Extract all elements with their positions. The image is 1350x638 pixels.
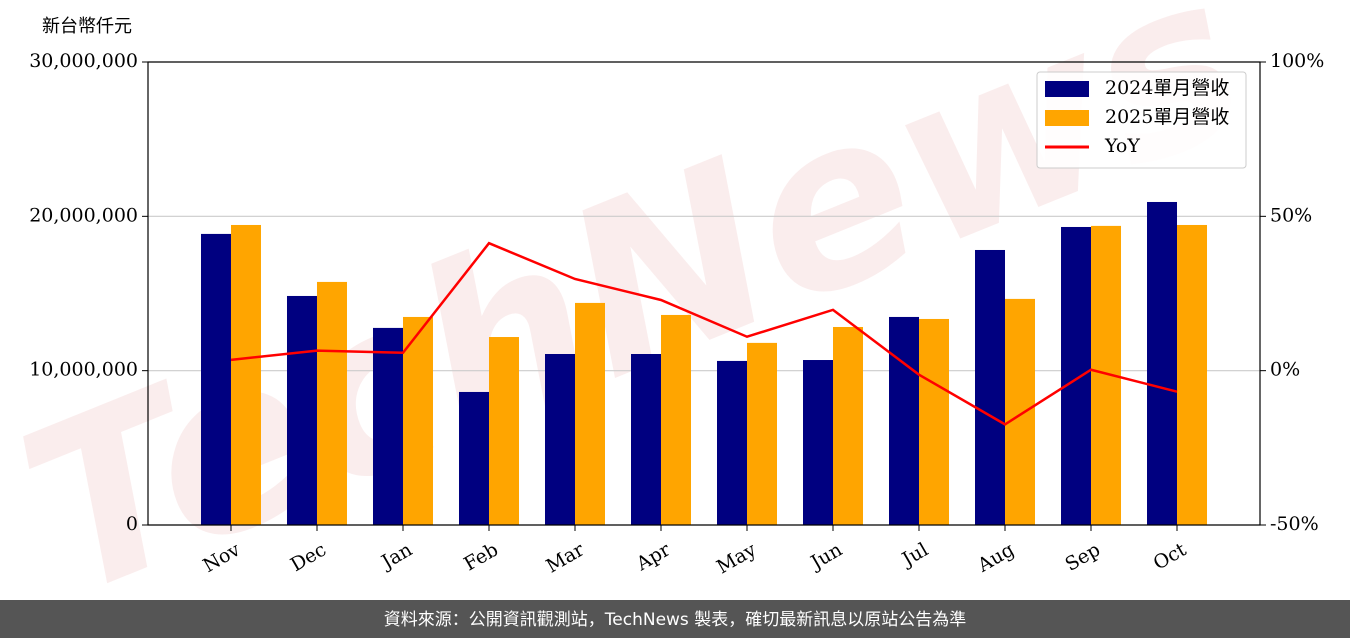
bar <box>833 326 864 525</box>
bar <box>200 233 231 525</box>
y2-tick-label: 0% <box>1270 359 1300 381</box>
y2-tick-label: 100% <box>1270 50 1324 72</box>
legend-label: 2025單月營收 <box>1105 106 1229 128</box>
bar <box>488 337 519 525</box>
bar <box>402 316 433 525</box>
bar <box>1177 224 1208 525</box>
x-tick-label: Jan <box>376 539 416 575</box>
legend-box <box>1036 71 1247 169</box>
y-tick-label: 20,000,000 <box>29 204 138 226</box>
x-tick-label: Mar <box>542 538 588 577</box>
footer: 資料來源：公開資訊觀測站，TechNews 製表，確切最新訊息以原站公告為準 <box>384 610 966 630</box>
y2-tick-label: -50% <box>1270 513 1319 535</box>
y-tick-label: 0 <box>126 513 138 535</box>
y-tick-label: 30,000,000 <box>29 50 138 72</box>
legend-label: YoY <box>1104 135 1140 157</box>
legend-swatch <box>1045 110 1089 126</box>
bar <box>544 353 575 525</box>
bar <box>1005 298 1036 525</box>
bar <box>717 360 748 525</box>
bar <box>316 281 347 525</box>
x-tick-label: Aug <box>973 539 1018 578</box>
bar <box>1061 226 1092 525</box>
plot-frame <box>147 61 1261 526</box>
bar <box>574 302 605 525</box>
bar <box>803 360 834 525</box>
y2-tick-label: 50% <box>1270 204 1312 226</box>
bar <box>889 316 920 525</box>
bar <box>919 318 950 525</box>
x-tick-label: Jun <box>805 539 846 575</box>
legend-swatch <box>1045 81 1089 97</box>
x-tick-label: Feb <box>460 539 502 576</box>
bar <box>372 327 403 525</box>
line <box>230 241 1178 426</box>
y-tick-label: 10,000,000 <box>29 359 138 381</box>
bar <box>747 342 778 525</box>
x-tick-label: Oct <box>1150 538 1191 574</box>
y-unit-label: 新台幣仟元 <box>42 16 132 37</box>
bar <box>975 249 1006 525</box>
bar <box>458 391 489 525</box>
bar <box>286 295 317 525</box>
bar <box>1147 201 1178 525</box>
x-tick-label: Sep <box>1061 539 1104 576</box>
x-tick-label: May <box>713 538 760 578</box>
x-tick-label: Apr <box>632 538 675 575</box>
bar <box>660 314 691 525</box>
x-tick-label: Jul <box>897 539 932 572</box>
bar <box>230 224 261 525</box>
bar <box>630 353 661 525</box>
legend-label: 2024單月營收 <box>1105 77 1229 99</box>
footer-bar <box>0 600 1350 638</box>
